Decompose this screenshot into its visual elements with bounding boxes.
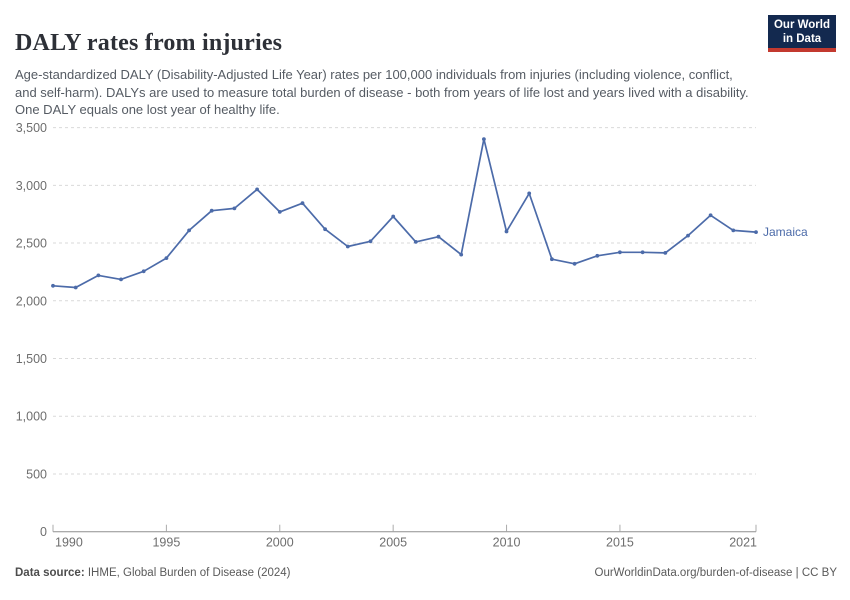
data-point-marker[interactable]	[686, 233, 690, 238]
data-point-marker[interactable]	[73, 285, 78, 290]
data-point-marker[interactable]	[754, 230, 758, 235]
x-axis-tick-label: 2010	[493, 536, 521, 550]
data-point-marker[interactable]	[368, 239, 373, 244]
data-point-marker[interactable]	[482, 137, 486, 142]
y-axis-tick-label: 3,000	[16, 179, 47, 193]
x-axis-tick-label: 2015	[606, 536, 634, 550]
datasource-label: Data source:	[15, 567, 85, 579]
y-axis-tick-label: 1,500	[16, 352, 47, 366]
datasource-note: Data source: IHME, Global Burden of Dise…	[15, 567, 291, 579]
chart-title: DALY rates from injuries	[15, 30, 283, 57]
data-point-marker[interactable]	[277, 210, 282, 214]
data-point-marker[interactable]	[413, 240, 418, 244]
data-point-marker[interactable]	[527, 191, 532, 196]
x-axis-tick-label: 1990	[55, 536, 83, 550]
y-axis-tick-label: 3,500	[16, 121, 47, 135]
footer-divider: |	[792, 567, 802, 579]
footer-links: OurWorldinData.org/burden-of-disease | C…	[595, 567, 838, 579]
data-point-marker[interactable]	[96, 273, 101, 278]
x-axis-tick-label: 2021	[729, 536, 757, 550]
data-point-marker[interactable]	[164, 256, 169, 260]
owid-logo[interactable]: Our World in Data	[768, 15, 836, 52]
y-axis-tick-label: 0	[40, 525, 47, 539]
y-axis-tick-label: 2,500	[16, 237, 47, 251]
data-point-marker[interactable]	[504, 229, 509, 234]
data-point-marker[interactable]	[595, 253, 600, 258]
datasource-value[interactable]: IHME, Global Burden of Disease (2024)	[84, 567, 291, 579]
data-point-marker[interactable]	[618, 250, 622, 255]
data-point-marker[interactable]	[187, 228, 192, 233]
y-axis-tick-label: 500	[26, 467, 47, 481]
owid-url-link[interactable]: OurWorldinData.org/burden-of-disease	[594, 567, 793, 579]
data-point-marker[interactable]	[731, 228, 736, 233]
x-axis-tick-label: 1995	[152, 536, 180, 550]
series-label[interactable]: Jamaica	[763, 225, 808, 239]
owid-logo-line2: in Data	[782, 33, 822, 45]
data-point-marker[interactable]	[708, 213, 713, 218]
data-line[interactable]	[52, 138, 757, 289]
license-link[interactable]: CC BY	[801, 567, 837, 579]
data-point-marker[interactable]	[209, 208, 214, 213]
data-point-marker[interactable]	[232, 206, 237, 211]
data-point-marker[interactable]	[459, 252, 464, 257]
data-point-marker[interactable]	[323, 227, 327, 232]
x-axis-tick-label: 2000	[266, 536, 294, 550]
x-axis-tick-label: 2005	[379, 536, 407, 550]
data-point-marker[interactable]	[391, 214, 396, 219]
y-axis-tick-label: 1,000	[16, 410, 47, 424]
data-point-marker[interactable]	[300, 201, 305, 206]
chart-subtitle: Age-standardized DALY (Disability-Adjust…	[15, 67, 749, 117]
data-point-marker[interactable]	[255, 187, 259, 192]
data-point-marker[interactable]	[345, 244, 350, 249]
data-point-marker[interactable]	[51, 283, 55, 288]
data-point-marker[interactable]	[119, 277, 123, 282]
owid-logo-line1: Our World	[773, 19, 830, 31]
data-point-marker[interactable]	[640, 250, 645, 255]
data-point-marker[interactable]	[572, 261, 577, 266]
data-point-marker[interactable]	[436, 234, 441, 239]
data-point-marker[interactable]	[663, 251, 668, 255]
y-axis-tick-label: 2,000	[16, 294, 47, 308]
data-point-marker[interactable]	[550, 257, 554, 262]
data-point-marker[interactable]	[141, 269, 146, 274]
